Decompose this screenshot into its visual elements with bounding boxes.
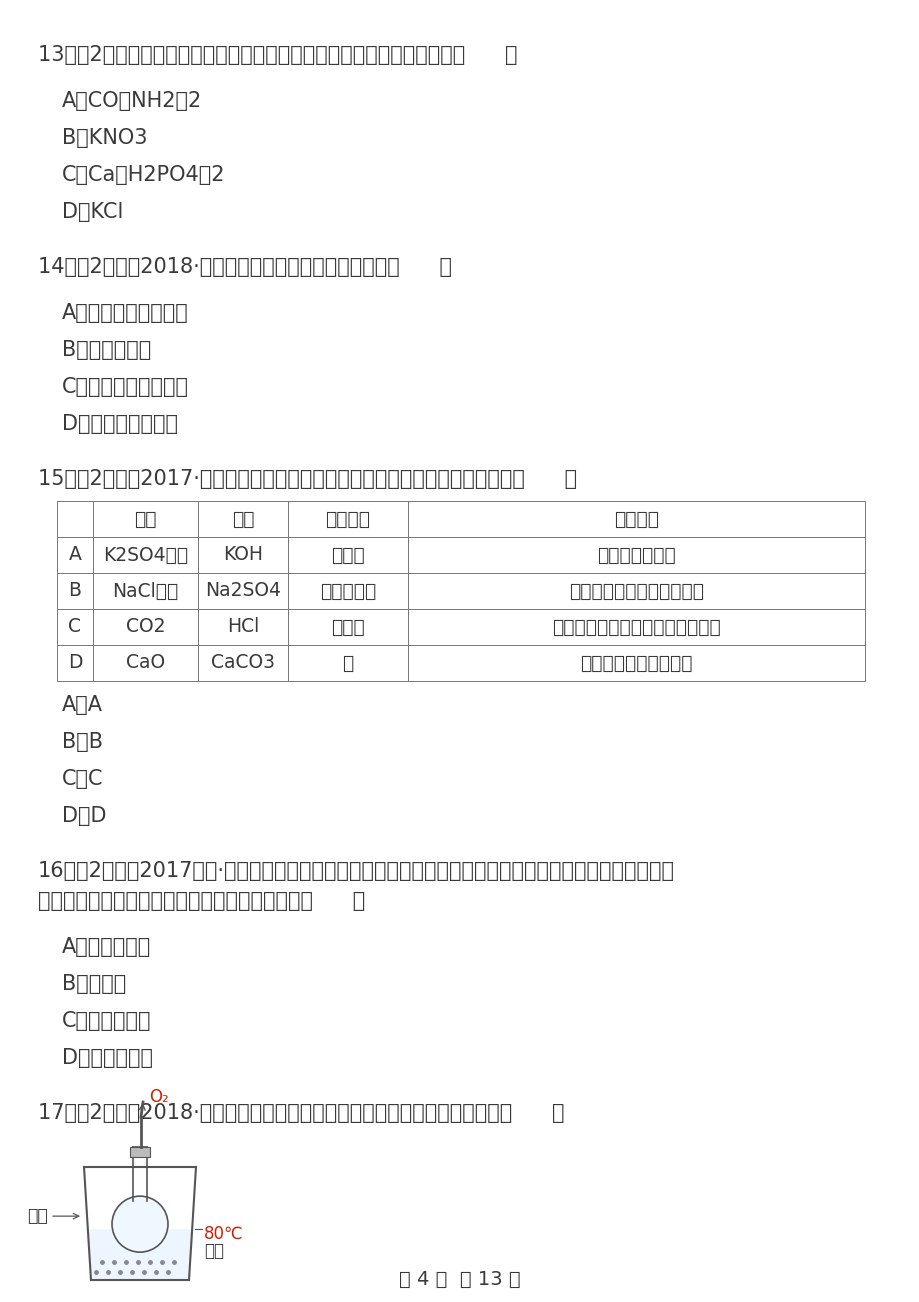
Text: 它们的金属活动性顺序，则应选用下列试剂中的（      ）: 它们的金属活动性顺序，则应选用下列试剂中的（ ） xyxy=(38,891,365,911)
Text: 80℃: 80℃ xyxy=(204,1225,244,1243)
Text: B: B xyxy=(68,582,82,600)
Bar xyxy=(407,609,864,644)
Bar xyxy=(130,1147,150,1157)
Text: D: D xyxy=(68,654,82,673)
Bar xyxy=(288,609,407,644)
Text: C．Ca（H2PO4）2: C．Ca（H2PO4）2 xyxy=(62,165,225,185)
Text: 杂质: 杂质 xyxy=(232,509,254,529)
Text: 第 4 页  共 13 页: 第 4 页 共 13 页 xyxy=(399,1269,520,1289)
Text: A．A: A．A xyxy=(62,695,103,715)
Bar xyxy=(288,573,407,609)
Text: 14．（2分）（2018·鞍山模拟）下列过程吸收热量的是（      ）: 14．（2分）（2018·鞍山模拟）下列过程吸收热量的是（ ） xyxy=(38,256,451,277)
Text: 加入适量稀盐酸: 加入适量稀盐酸 xyxy=(596,546,675,565)
Text: O₂: O₂ xyxy=(149,1088,168,1105)
Text: C．C: C．C xyxy=(62,769,104,789)
Text: KOH: KOH xyxy=(222,546,263,565)
Text: 碱石灰: 碱石灰 xyxy=(331,617,365,637)
Text: HCl: HCl xyxy=(227,617,259,637)
Text: A．CO（NH2）2: A．CO（NH2）2 xyxy=(62,91,202,111)
Text: NaCl溶液: NaCl溶液 xyxy=(112,582,178,600)
Text: B．KNO3: B．KNO3 xyxy=(62,128,147,148)
Text: CaO: CaO xyxy=(126,654,165,673)
Text: 13．（2分）某试验田的玉米叶色淡黄，有倒状现象，应施用的复合肥是（      ）: 13．（2分）某试验田的玉米叶色淡黄，有倒状现象，应施用的复合肥是（ ） xyxy=(38,46,517,65)
Text: D．KCl: D．KCl xyxy=(62,202,123,223)
Text: D．氯化铝溶液: D．氯化铝溶液 xyxy=(62,1048,153,1068)
Bar xyxy=(407,573,864,609)
Bar xyxy=(288,501,407,536)
Bar xyxy=(198,644,288,681)
Text: C．硝酸银溶液: C．硝酸银溶液 xyxy=(62,1010,152,1031)
Text: 热水: 热水 xyxy=(204,1242,223,1260)
Bar xyxy=(288,536,407,573)
Bar xyxy=(198,609,288,644)
Text: B．稀释浓硫酸: B．稀释浓硫酸 xyxy=(62,340,151,359)
Bar xyxy=(57,501,93,536)
Text: C: C xyxy=(68,617,82,637)
Text: 15．（2分）（2017·长春模拟）除去下列物质中所含少量杂质的方法正确的是（      ）: 15．（2分）（2017·长春模拟）除去下列物质中所含少量杂质的方法正确的是（ … xyxy=(38,469,576,490)
Text: 所选试剂: 所选试剂 xyxy=(325,509,370,529)
Text: K2SO4溶液: K2SO4溶液 xyxy=(103,546,187,565)
Bar xyxy=(198,573,288,609)
Text: C．镁条与稀盐酸反应: C．镁条与稀盐酸反应 xyxy=(62,378,188,397)
Text: 物质: 物质 xyxy=(134,509,156,529)
Text: 白磷: 白磷 xyxy=(28,1207,48,1225)
Text: 加入适量氯化钡溶液，过滤: 加入适量氯化钡溶液，过滤 xyxy=(568,582,703,600)
Bar xyxy=(93,644,198,681)
Polygon shape xyxy=(85,1229,194,1280)
Bar xyxy=(288,644,407,681)
Bar xyxy=(57,609,93,644)
Bar xyxy=(57,573,93,609)
Text: 17．（2分）（2018·泉州模拟）下列实验进行中的现象或实验原理正确的是（      ）: 17．（2分）（2018·泉州模拟）下列实验进行中的现象或实验原理正确的是（ ） xyxy=(38,1103,564,1124)
Text: D．D: D．D xyxy=(62,806,107,825)
Text: CO2: CO2 xyxy=(126,617,165,637)
Bar xyxy=(407,536,864,573)
Text: CaCO3: CaCO3 xyxy=(210,654,275,673)
Text: 水: 水 xyxy=(342,654,353,673)
Text: B．B: B．B xyxy=(62,732,103,753)
Text: 16．（2分）（2017九上·溧水期末）现有铜、铝、银三种金属．若只用一种试剂，通过方便快捷的方法验证: 16．（2分）（2017九上·溧水期末）现有铜、铝、银三种金属．若只用一种试剂，… xyxy=(38,861,675,881)
Bar xyxy=(57,644,93,681)
Bar xyxy=(198,501,288,536)
Bar xyxy=(407,501,864,536)
Bar xyxy=(407,644,864,681)
Text: A: A xyxy=(69,546,82,565)
Text: D．溶解硝酸铵固体: D．溶解硝酸铵固体 xyxy=(62,414,177,434)
Text: 将混合气体通过盛有碱石灰的装置: 将混合气体通过盛有碱石灰的装置 xyxy=(551,617,720,637)
Text: 提纯方法: 提纯方法 xyxy=(613,509,658,529)
Bar xyxy=(93,501,198,536)
Text: A．溶解氢氧化钠固体: A．溶解氢氧化钠固体 xyxy=(62,303,188,323)
Bar xyxy=(93,536,198,573)
Text: 将混合物溶于水，过滤: 将混合物溶于水，过滤 xyxy=(580,654,692,673)
Bar xyxy=(93,609,198,644)
Text: B．稀硫酸: B．稀硫酸 xyxy=(62,974,126,993)
Circle shape xyxy=(112,1197,168,1253)
Bar xyxy=(93,573,198,609)
Text: 氯化钡溶液: 氯化钡溶液 xyxy=(320,582,376,600)
Text: Na2SO4: Na2SO4 xyxy=(205,582,280,600)
Text: 稀盐酸: 稀盐酸 xyxy=(331,546,365,565)
Bar xyxy=(57,536,93,573)
Text: A．硫酸铜溶液: A．硫酸铜溶液 xyxy=(62,937,151,957)
Bar xyxy=(198,536,288,573)
